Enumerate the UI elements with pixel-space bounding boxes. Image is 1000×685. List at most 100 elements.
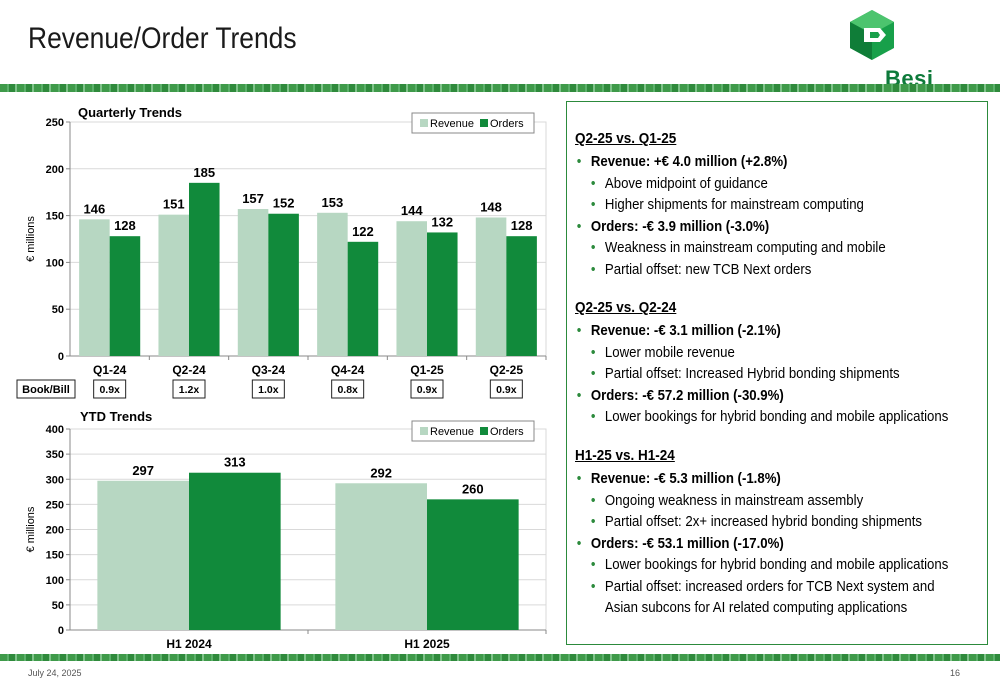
bar: [158, 214, 189, 356]
data-label: 297: [132, 463, 154, 478]
chart-title: Quarterly Trends: [78, 105, 182, 120]
section-heading: Q2-25 vs. Q1-25: [575, 130, 677, 147]
section-h1-vs-h1: H1-25 vs. H1-24 Revenue: -€ 5.3 million …: [575, 447, 985, 619]
bar: [347, 241, 379, 356]
legend-swatch: [420, 119, 428, 127]
list-item: Partial offset: new TCB Next orders: [575, 259, 936, 281]
list-item: Partial offset: increased orders for TCB…: [575, 576, 936, 598]
list-item-continuation: Asian subcons for AI related computing a…: [604, 599, 908, 616]
x-tick-label: H1 2025: [404, 637, 450, 651]
book-bill-box: [172, 379, 206, 399]
footer-date: July 24, 2025: [28, 668, 82, 678]
decorative-band-bottom: [0, 654, 1000, 661]
bar: [109, 236, 141, 356]
y-tick-label: 250: [46, 499, 64, 511]
bar: [97, 480, 189, 630]
y-tick-label: 150: [46, 550, 64, 562]
page-title: Revenue/Order Trends: [28, 22, 297, 55]
list-item: Orders: -€ 53.1 million (-17.0%): [575, 533, 936, 555]
bar: [427, 232, 458, 356]
y-tick-label: 50: [52, 304, 64, 316]
data-label: 146: [84, 201, 106, 216]
book-bill-box: [489, 379, 523, 399]
y-tick-label: 350: [46, 449, 64, 461]
x-tick-label: Q1-24: [93, 363, 127, 377]
data-label: 132: [431, 214, 453, 229]
legend-swatch: [420, 427, 428, 435]
data-label: 152: [273, 196, 295, 211]
section-q2-vs-q2: Q2-25 vs. Q2-24 Revenue: -€ 3.1 million …: [575, 299, 985, 428]
list-item: Lower bookings for hybrid bonding and mo…: [575, 406, 948, 428]
book-bill-value: 0.9x: [417, 384, 438, 396]
list-item: Orders: -€ 3.9 million (-3.0%): [575, 216, 936, 238]
bar: [317, 212, 348, 356]
x-tick-label: Q2-25: [490, 363, 524, 377]
page-number: 16: [950, 668, 961, 678]
y-tick-label: 400: [46, 424, 64, 436]
bar: [189, 472, 281, 630]
y-axis-label: € millions: [25, 506, 37, 552]
list-item: Above midpoint of guidance: [575, 173, 936, 195]
book-bill-value: 0.9x: [496, 384, 517, 396]
bar: [237, 209, 269, 356]
ytd-chart: 0 50 100 150 200 250 300 350 400 € millions YTD Tr…: [25, 409, 547, 651]
list-item: Revenue: -€ 5.3 million (-1.8%): [575, 468, 936, 490]
bar: [427, 499, 519, 630]
book-bill-value: 0.8x: [337, 384, 358, 396]
legend: [411, 112, 535, 134]
y-tick-label: 200: [46, 525, 64, 537]
commentary-panel: Q2-25 vs. Q1-25 Revenue: +€ 4.0 million …: [566, 101, 988, 645]
bar: [396, 221, 427, 356]
bar: [268, 213, 299, 356]
x-tick-label: Q2-24: [172, 363, 206, 377]
book-bill-box: [331, 379, 365, 399]
list-item: Lower bookings for hybrid bonding and mo…: [575, 554, 948, 576]
list-item: Ongoing weakness in mainstream assembly: [575, 490, 936, 512]
book-bill-value: 0.9x: [99, 384, 120, 396]
bar: [335, 483, 427, 630]
section-q2-vs-q1: Q2-25 vs. Q1-25 Revenue: +€ 4.0 million …: [575, 130, 985, 280]
bar: [475, 217, 507, 356]
y-tick-label: 50: [52, 600, 64, 612]
book-bill-value: 1.0x: [258, 384, 279, 396]
list-item: Orders: -€ 57.2 million (-30.9%): [575, 385, 936, 407]
list-item: Partial offset: 2x+ increased hybrid bon…: [575, 511, 936, 533]
y-tick-label: 300: [46, 474, 64, 486]
book-bill-value: 1.2x: [179, 384, 200, 396]
list-item: Lower mobile revenue: [575, 342, 936, 364]
list-item: Higher shipments for mainstream computin…: [575, 194, 936, 216]
data-label: 148: [480, 199, 502, 214]
legend-swatch: [480, 427, 488, 435]
legend-label: Orders: [490, 118, 524, 130]
besi-logo-mark: [850, 10, 894, 60]
y-axis-label: € millions: [25, 216, 37, 262]
data-label: 151: [163, 197, 185, 212]
legend-swatch: [480, 119, 488, 127]
legend-label: Revenue: [430, 426, 474, 438]
y-tick-label: 0: [58, 351, 64, 363]
quarterly-chart: 0 50 100 150 200 250 € millions Quarterly Trend…: [16, 105, 547, 399]
y-tick-label: 250: [46, 117, 64, 129]
book-bill-box: [251, 379, 285, 399]
data-label: 122: [352, 224, 374, 239]
data-label: 157: [242, 191, 264, 206]
section-heading: Q2-25 vs. Q2-24: [575, 299, 677, 316]
y-tick-label: 200: [46, 164, 64, 176]
data-label: 144: [401, 203, 423, 218]
legend-label: Revenue: [430, 118, 474, 130]
bar: [189, 182, 220, 356]
plot-area: [69, 121, 547, 357]
book-bill-box: [410, 379, 444, 399]
x-tick-label: Q4-24: [331, 363, 365, 377]
legend-label: Orders: [490, 426, 524, 438]
section-heading: H1-25 vs. H1-24: [575, 447, 675, 464]
legend: [411, 420, 535, 442]
y-tick-label: 150: [46, 211, 64, 223]
list-item: Weakness in mainstream computing and mob…: [575, 237, 936, 259]
data-label: 313: [224, 455, 246, 470]
decorative-band-top: [0, 84, 1000, 92]
chart-title: YTD Trends: [80, 409, 152, 424]
x-tick-label: Q3-24: [252, 363, 286, 377]
bar: [79, 219, 110, 356]
y-tick-label: 100: [46, 257, 64, 269]
